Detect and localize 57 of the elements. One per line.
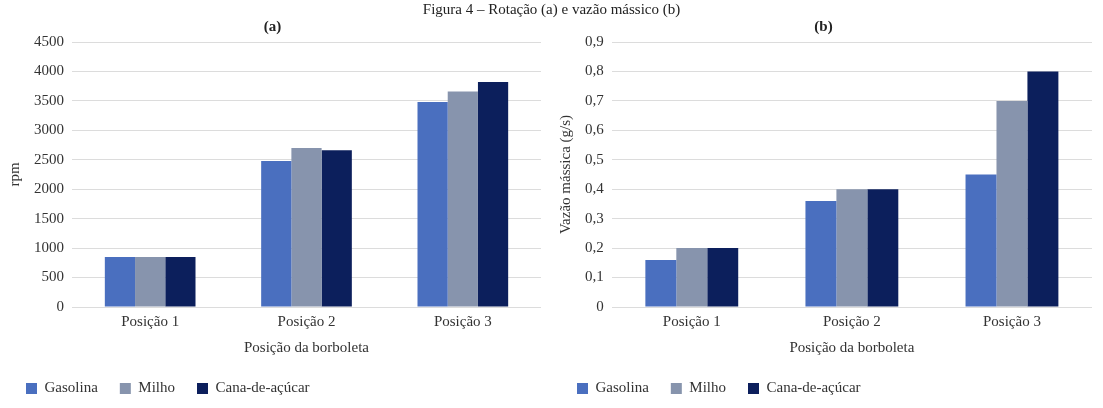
y-tick-label: 500 [41, 268, 64, 285]
text: Figura 4 – Rotação (a) e vazão mássico (b) [421, 0, 682, 18]
y-tick-label: 0,8 [585, 62, 604, 79]
y-tick-label: 0,6 [585, 121, 605, 138]
y-axis-title: rpm [5, 162, 22, 187]
bar [104, 256, 136, 307]
legend-label: Milho [138, 379, 176, 396]
legend-label: Gasolina [595, 379, 650, 396]
bar [417, 102, 448, 307]
bar [165, 256, 196, 307]
bar [645, 259, 677, 307]
bar [321, 150, 352, 307]
x-tick-label: Posição 3 [433, 312, 492, 329]
x-tick-label: Posição 2 [822, 312, 881, 329]
y-tick-label: 1500 [34, 209, 64, 226]
x-tick-label: Posição 2 [277, 312, 336, 329]
chart-title: (b) [814, 17, 833, 35]
x-axis-title: Posição da borboleta [244, 338, 370, 355]
y-tick-label: 0,9 [585, 32, 604, 49]
y-tick-label: 3000 [34, 121, 64, 138]
y-tick-label: 3500 [34, 91, 64, 108]
x-tick-label: Posição 3 [983, 312, 1041, 329]
legend-label: Cana-de-açúcar [215, 379, 310, 396]
bar [261, 160, 292, 307]
x-tick-label: Posição 1 [121, 312, 180, 329]
y-tick-label: 0 [596, 297, 604, 314]
legend-label: Cana-de-açúcar [766, 379, 861, 396]
bar [477, 82, 509, 307]
bar [291, 148, 322, 307]
bar [135, 256, 166, 307]
legend-label: Gasolina [44, 379, 99, 396]
bar [996, 100, 1028, 307]
bar [805, 201, 837, 307]
bar [447, 91, 478, 307]
y-tick-label: 2500 [34, 150, 64, 167]
bar [676, 248, 708, 307]
x-axis-title: Posição da borboleta [789, 338, 915, 355]
x-tick-label: Posição 1 [662, 312, 721, 329]
chart-title: (a) [263, 17, 282, 35]
y-axis-title: Vazão mássica (g/s) [556, 114, 574, 235]
bar [836, 189, 868, 307]
y-tick-label: 0,2 [585, 239, 604, 256]
bar [867, 189, 899, 307]
bar [965, 174, 997, 307]
y-tick-label: 0,3 [585, 209, 604, 226]
y-tick-label: 4000 [34, 62, 64, 79]
bar [1027, 71, 1059, 307]
legend-label: Milho [689, 379, 727, 396]
y-tick-label: 2000 [34, 180, 64, 197]
bar [707, 248, 739, 307]
y-tick-label: 1000 [34, 239, 64, 256]
y-tick-label: 0,1 [585, 268, 604, 285]
y-tick-label: 0,7 [585, 91, 605, 108]
y-tick-label: 4500 [34, 32, 64, 49]
y-tick-label: 0 [56, 297, 64, 314]
y-tick-label: 0,4 [585, 180, 605, 197]
y-tick-label: 0,5 [585, 150, 604, 167]
